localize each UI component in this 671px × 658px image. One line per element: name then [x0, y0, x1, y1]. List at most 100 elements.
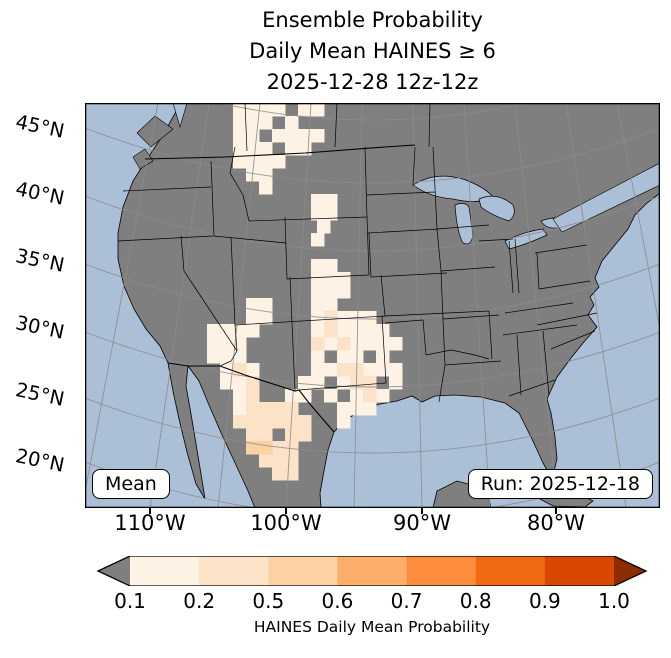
probability-cell	[259, 402, 273, 416]
probability-cell	[311, 363, 325, 377]
probability-cell	[363, 402, 377, 416]
probability-cell	[311, 207, 325, 221]
probability-cell	[350, 402, 364, 416]
colorbar-tick-label: 0.6	[321, 589, 354, 613]
mean-box: Mean	[92, 469, 170, 499]
map-frame	[85, 103, 660, 508]
probability-cell	[233, 350, 247, 364]
lat-tick-label: 30°N	[13, 311, 67, 344]
colorbar-shape	[614, 556, 646, 586]
probability-cell	[272, 467, 286, 481]
puget-sound	[172, 103, 188, 129]
plot-title-line-2: Daily Mean HAINES ≥ 6	[249, 39, 496, 63]
probability-cell	[207, 337, 221, 351]
colorbar-shape	[98, 556, 130, 586]
probability-cell	[337, 285, 351, 299]
probability-cell	[285, 441, 299, 455]
probability-cell	[285, 129, 299, 143]
colorbar-tick-label: 0.8	[459, 589, 492, 613]
probability-cell	[311, 194, 325, 208]
probability-cell	[259, 415, 273, 429]
colorbar-tick-label: 0.5	[252, 589, 285, 613]
probability-cell	[220, 376, 234, 390]
probability-cell	[233, 402, 247, 416]
probability-cell	[259, 181, 273, 195]
probability-cell	[259, 454, 273, 468]
probability-cell	[246, 142, 260, 156]
probability-cell	[246, 116, 260, 130]
probability-cell	[298, 129, 312, 143]
probability-cell	[272, 402, 286, 416]
probability-cell	[311, 272, 325, 286]
probability-cell	[298, 376, 312, 390]
probability-cell	[337, 415, 351, 429]
probability-cell	[259, 168, 273, 182]
probability-cell	[233, 389, 247, 403]
probability-cell	[233, 142, 247, 156]
probability-cell	[272, 129, 286, 143]
probability-cell	[337, 324, 351, 338]
probability-cell	[272, 415, 286, 429]
colorbar-svg	[96, 555, 648, 587]
probability-cell	[311, 337, 325, 351]
colorbar-segment	[199, 556, 269, 586]
colorbar-tick-label: 0.9	[528, 589, 561, 613]
probability-cell	[350, 324, 364, 338]
probability-cell	[337, 311, 351, 325]
probability-cell	[311, 324, 325, 338]
plot-title-line-3: 2025-12-28 12z-12z	[266, 70, 479, 94]
probability-cell	[285, 467, 299, 481]
probability-cell	[350, 337, 364, 351]
probability-cell	[246, 363, 260, 377]
probability-cell	[259, 142, 273, 156]
colorbar-tick-label: 0.1	[114, 589, 146, 613]
probability-cell	[311, 311, 325, 325]
probability-cell	[324, 259, 338, 273]
lon-tick-mark	[421, 508, 423, 514]
run-box: Run: 2025-12-18	[467, 469, 653, 499]
probability-cell	[376, 337, 390, 351]
probability-cell	[272, 441, 286, 455]
colorbar-segment	[130, 556, 200, 586]
probability-cell	[246, 298, 260, 312]
probability-cell	[324, 389, 338, 403]
probability-cell	[298, 428, 312, 442]
plot-title-line-1: Ensemble Probability	[262, 8, 483, 32]
probability-cell	[363, 376, 377, 390]
probability-cell	[220, 337, 234, 351]
probability-cell	[259, 311, 273, 325]
probability-cell	[246, 376, 260, 390]
probability-cell	[324, 194, 338, 208]
probability-cell	[337, 376, 351, 390]
country-borders	[144, 144, 416, 433]
lon-tick-mark	[555, 508, 557, 514]
plot-title: Ensemble Probability Daily Mean HAINES ≥…	[85, 5, 660, 98]
probability-cell	[298, 415, 312, 429]
lat-tick-label: 25°N	[13, 378, 67, 411]
lat-tick-label: 45°N	[13, 110, 67, 143]
probability-cell	[324, 207, 338, 221]
probability-cell	[337, 350, 351, 364]
colorbar-segment	[475, 556, 546, 586]
probability-cell	[324, 272, 338, 286]
probability-cell	[363, 389, 377, 403]
probability-cell	[389, 337, 403, 351]
lon-tick-label: 80°W	[527, 511, 585, 535]
probability-cell	[246, 155, 260, 169]
colorbar-segment	[337, 556, 408, 586]
probability-cell	[389, 376, 403, 390]
lat-tick-label: 35°N	[13, 244, 67, 277]
probability-cell	[259, 103, 273, 117]
probability-cell	[363, 363, 377, 377]
probability-cell	[233, 363, 247, 377]
probability-cell	[337, 363, 351, 377]
probability-cell	[285, 116, 299, 130]
probability-cell	[311, 285, 325, 299]
probability-cell	[298, 103, 312, 117]
probability-cell	[363, 337, 377, 351]
probability-cell	[233, 376, 247, 390]
probability-cell	[311, 298, 325, 312]
probability-cell	[220, 350, 234, 364]
probability-cell	[233, 129, 247, 143]
probability-cell	[324, 298, 338, 312]
